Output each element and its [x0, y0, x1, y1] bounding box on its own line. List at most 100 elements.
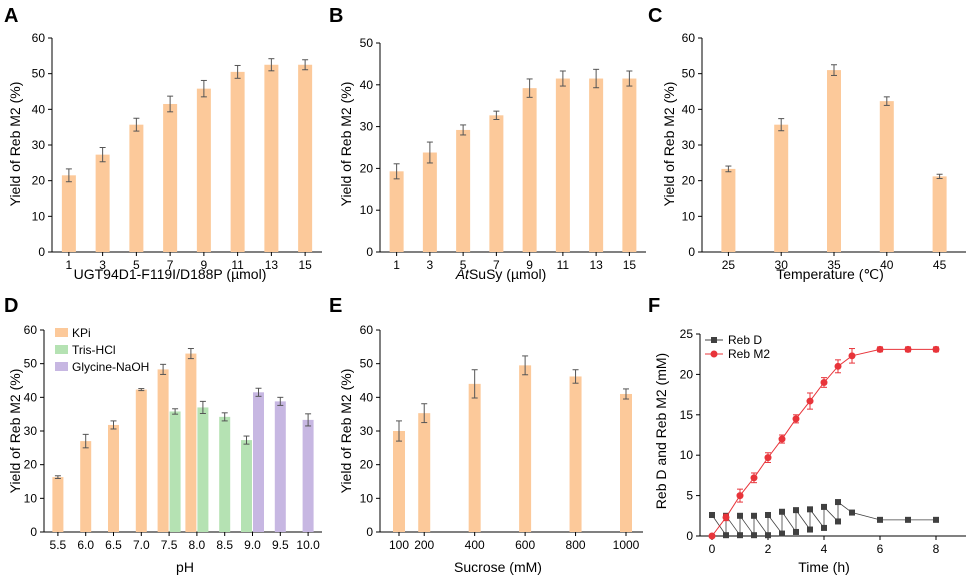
- x-tick-label: 30: [775, 258, 789, 272]
- marker-rebd: [765, 532, 771, 539]
- bar: [393, 431, 405, 532]
- x-tick-label: 13: [265, 258, 279, 272]
- bar: [418, 413, 431, 532]
- marker-rebd: [723, 532, 729, 539]
- y-tick-label: 0: [366, 525, 373, 539]
- marker-rebm2: [736, 492, 744, 500]
- y-tick-label: 10: [680, 448, 694, 462]
- x-tick-label: 2: [765, 542, 772, 556]
- marker-rebd: [765, 511, 771, 518]
- panel-d: D 0 10 20 30 40 50 60 5.5 6.0 6.5 7.0 7.5 8.0 8.5 9.0 9…: [0, 290, 323, 579]
- chart-e: E 0 10 20 30 40 50 60 100 200 400 600 800 1000 Sucro…: [329, 295, 643, 575]
- panel-label: C: [648, 5, 662, 27]
- y-tick-label: 20: [680, 367, 694, 381]
- x-tick-label: 11: [557, 258, 570, 272]
- bar: [456, 129, 471, 252]
- bar: [157, 369, 169, 532]
- legend-marker-rebm2: [710, 350, 718, 358]
- x-tick-label: 45: [933, 258, 947, 272]
- x-tick-label: 3: [99, 258, 106, 272]
- marker-rebm2: [778, 435, 786, 443]
- x-tick-label: 11: [231, 258, 244, 272]
- marker-rebd: [905, 516, 911, 523]
- marker-rebd: [737, 512, 743, 519]
- y-tick-label: 60: [682, 31, 696, 45]
- marker-rebd: [751, 532, 757, 539]
- x-tick-label: 0: [709, 542, 716, 556]
- x-tick-label: 9: [526, 258, 533, 272]
- marker-rebm2: [764, 454, 772, 462]
- x-tick-label: 7.0: [133, 538, 150, 552]
- y-tick-label: 15: [680, 408, 694, 422]
- y-tick-label: 60: [360, 323, 374, 337]
- bar: [879, 101, 894, 252]
- marker-rebm2: [876, 345, 884, 353]
- marker-rebm2: [848, 352, 856, 360]
- x-axis-label: Temperature (℃): [776, 266, 884, 282]
- bar: [620, 393, 632, 532]
- bar: [774, 124, 789, 252]
- x-tick-label: 1: [393, 258, 400, 272]
- y-tick-label: 20: [360, 161, 374, 175]
- x-tick-label: 15: [623, 258, 637, 272]
- bar: [219, 416, 231, 532]
- bar: [468, 383, 481, 532]
- bar: [197, 407, 209, 532]
- bar: [253, 392, 264, 532]
- y-tick-label: 40: [360, 390, 374, 404]
- x-tick-label: 13: [589, 258, 603, 272]
- y-axis-label: Yield of Reb M2 (%): [7, 369, 23, 494]
- bar: [95, 154, 110, 252]
- x-tick-label: 7: [167, 258, 174, 272]
- bar: [589, 78, 604, 252]
- marker-rebd: [793, 528, 799, 535]
- legend-swatch-kpi: [55, 328, 68, 337]
- x-tick-label: 6: [877, 542, 884, 556]
- legend: KPi Tris-HCl Glycine-NaOH: [55, 326, 149, 374]
- x-tick-label: 1000: [613, 538, 640, 552]
- y-tick-label: 10: [360, 491, 374, 505]
- bar: [135, 389, 147, 532]
- marker-rebm2: [792, 415, 800, 423]
- legend-label-tris: Tris-HCl: [72, 343, 116, 357]
- x-tick-label: 1: [66, 258, 73, 272]
- marker-rebd: [751, 512, 757, 519]
- marker-rebm2: [820, 378, 828, 386]
- legend-label-kpi: KPi: [72, 326, 91, 340]
- y-tick-label: 10: [32, 209, 46, 223]
- x-axis-label: Sucrose (mM): [454, 559, 542, 575]
- legend-swatch-glycine: [55, 362, 68, 371]
- x-tick-label: 5: [460, 258, 467, 272]
- x-tick-label: 8.0: [189, 538, 206, 552]
- x-axis-label: Time (h): [798, 559, 850, 575]
- marker-rebm2: [750, 474, 758, 482]
- y-tick-label: 20: [32, 174, 46, 188]
- legend: Reb D Reb M2: [705, 333, 770, 361]
- panel-label: F: [648, 295, 660, 317]
- x-tick-label: 9.5: [272, 538, 289, 552]
- y-axis-label: Yield of Reb M2 (%): [7, 82, 23, 207]
- panel-label: D: [4, 295, 18, 317]
- bar: [129, 124, 144, 252]
- legend-swatch-tris: [55, 345, 68, 354]
- x-tick-label: 9.0: [244, 538, 261, 552]
- x-tick-label: 3: [427, 258, 434, 272]
- x-tick-label: 600: [515, 538, 535, 552]
- y-tick-label: 30: [32, 138, 46, 152]
- y-tick-label: 40: [24, 390, 38, 404]
- bar: [185, 353, 197, 532]
- y-tick-label: 25: [680, 327, 694, 341]
- x-tick-label: 400: [465, 538, 485, 552]
- bar: [80, 441, 92, 532]
- y-tick-label: 0: [688, 245, 695, 259]
- marker-rebd: [737, 532, 743, 539]
- marker-rebd: [821, 524, 827, 531]
- x-tick-label: 800: [566, 538, 586, 552]
- bar: [422, 152, 437, 252]
- x-tick-label: 8.5: [216, 538, 233, 552]
- marker-rebm2: [708, 532, 716, 540]
- y-axis-label: Reb D and Reb M2 (mM): [653, 353, 669, 509]
- panel-b: B 0 10 20 30 40 50 1 3 5 7 9 11 13 15 AtSuSy (µmol) Y…: [323, 0, 646, 290]
- x-tick-label: 9: [201, 258, 208, 272]
